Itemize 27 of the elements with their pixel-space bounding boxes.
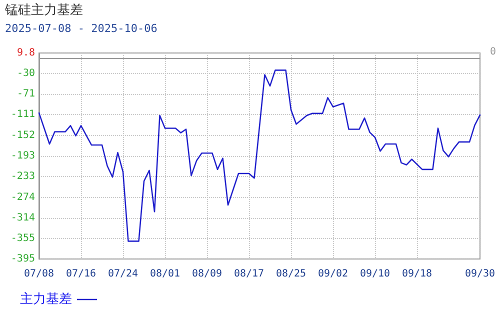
y-tick-label: -152 xyxy=(10,130,35,141)
x-tick-label: 07/16 xyxy=(66,268,96,280)
y-tick-label: -71 xyxy=(16,88,35,100)
y-tick-label: -111 xyxy=(10,108,35,120)
y-tick-label: -314 xyxy=(10,212,35,224)
chart-subtitle: 2025-07-08 - 2025-10-06 xyxy=(5,22,158,35)
y-tick-label: -395 xyxy=(10,254,35,264)
x-tick-label: 09/18 xyxy=(402,268,432,280)
x-tick-label: 08/09 xyxy=(192,268,222,280)
x-tick-label: 09/10 xyxy=(360,268,390,280)
x-tick-label: 07/08 xyxy=(24,268,54,280)
y-tick-label: 9.8 xyxy=(16,48,35,58)
y-tick-label: -274 xyxy=(10,192,35,203)
y-tick-label: -233 xyxy=(10,171,35,182)
line-series xyxy=(38,70,481,242)
y-tick-label: -193 xyxy=(10,150,35,162)
x-tick-label: 09/02 xyxy=(318,268,348,280)
x-tick-label: 08/17 xyxy=(234,268,264,280)
chart-title: 锰硅主力基差 xyxy=(4,2,83,18)
x-tick-label: 09/30 xyxy=(464,268,496,280)
x-tick-label: 07/24 xyxy=(108,268,138,280)
y-tick-label: -355 xyxy=(10,233,35,244)
y-tick-label: -30 xyxy=(16,68,35,79)
x-tick-label: 08/01 xyxy=(150,268,180,280)
text: 0 xyxy=(490,46,496,58)
legend-label: 主力基差 xyxy=(20,291,72,307)
x-tick-label: 08/25 xyxy=(276,268,306,280)
